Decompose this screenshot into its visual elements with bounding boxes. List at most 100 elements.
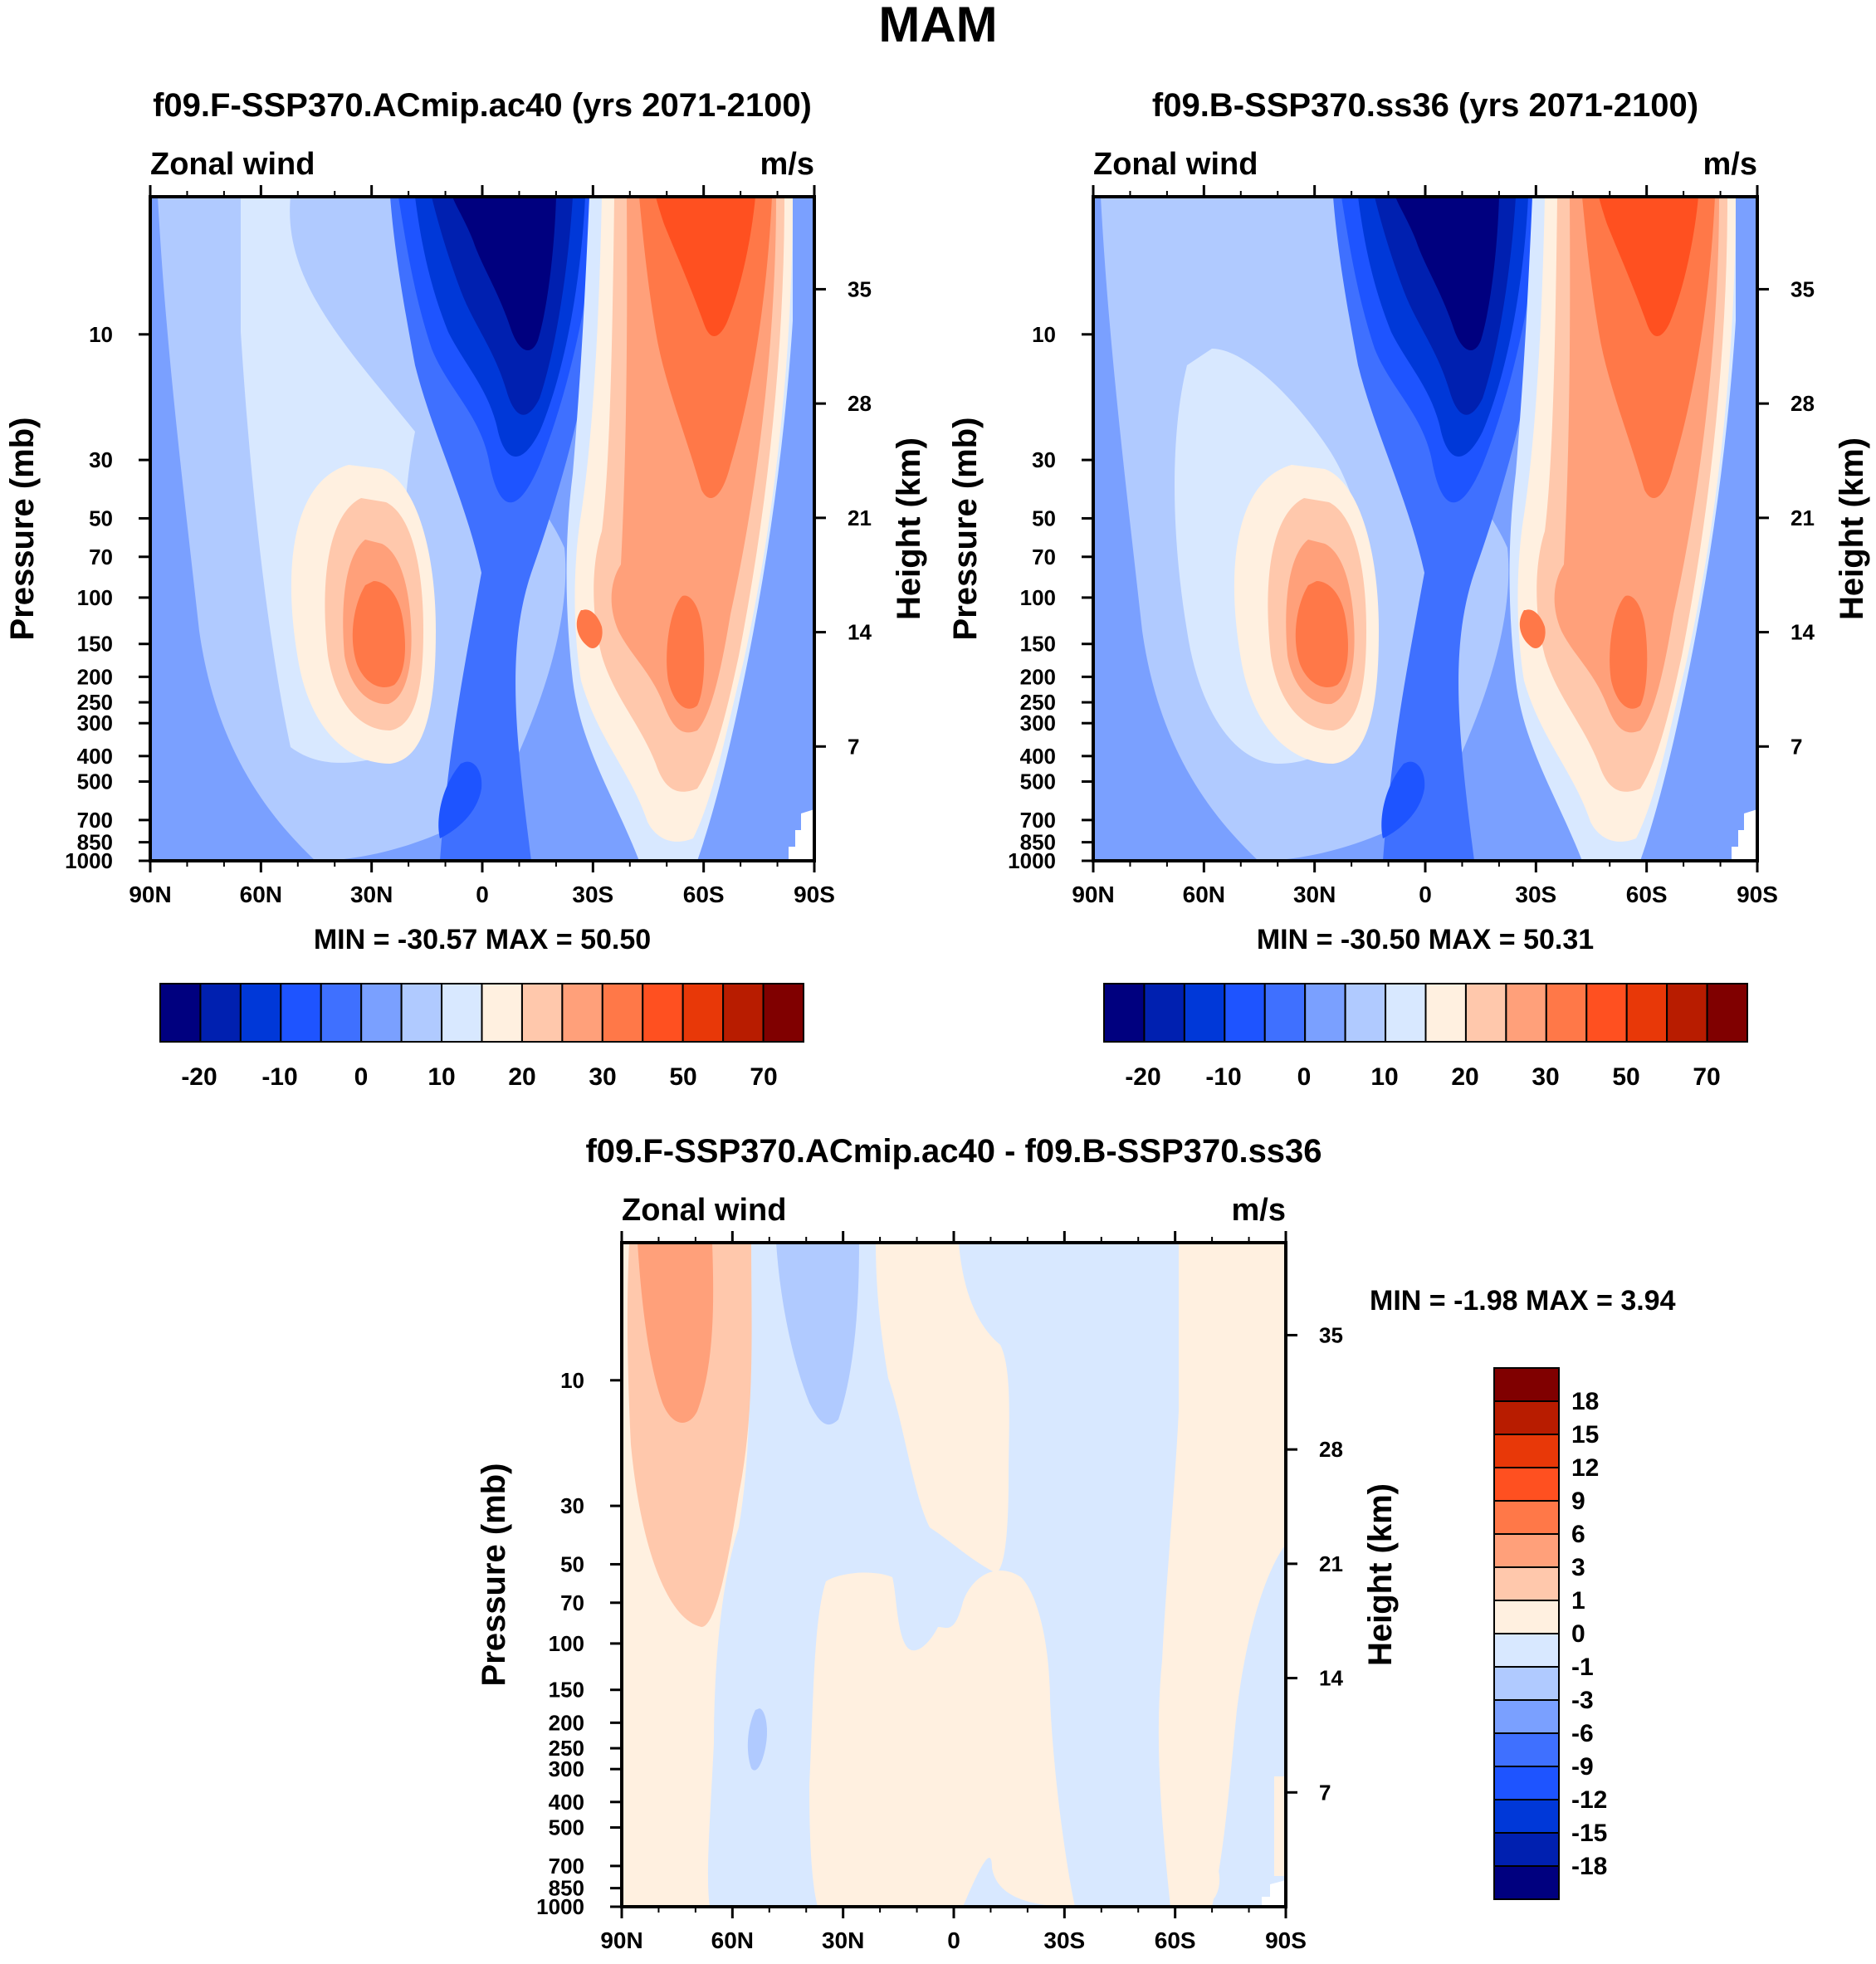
panel-a-y-tick-label: 400: [77, 744, 113, 769]
panel-b-x-tick-label: 90S: [1737, 882, 1778, 907]
panel-c-y-tick-label: 200: [549, 1710, 584, 1735]
panel-a-easterly-core: [452, 197, 556, 350]
panel-c-y-tick-label: 250: [549, 1736, 584, 1761]
panel-b-y-tick-label: 10: [1032, 322, 1056, 347]
panel-b-colorbar: -20 -10 0 10 20 30 50 70: [1103, 983, 1748, 1091]
panel-c-colorbar-label: -6: [1571, 1720, 1594, 1747]
panel-c-y-tick-label: 100: [549, 1631, 584, 1656]
panel-c-y-tick-label: 700: [549, 1854, 584, 1879]
panel-c-colorbar-swatch: [1493, 1633, 1560, 1668]
panel-a-y-tick-label: 1000: [65, 848, 113, 873]
panel-c-nh-negative-region: [776, 1243, 859, 1425]
panel-b-x-tick-label: 30N: [1293, 882, 1336, 907]
panel-c-colorbar-swatch: [1493, 1799, 1560, 1834]
panel-b-colorbar-swatch: [1424, 983, 1467, 1043]
panel-b-x-tick-label: 60S: [1626, 882, 1668, 907]
panel-c-y-tick-label: 300: [549, 1756, 584, 1781]
panel-c-colorbar-label: -15: [1571, 1820, 1607, 1847]
panel-c-height-tick-label: 14: [1319, 1666, 1343, 1691]
panel-c-missing-data: [1262, 1880, 1286, 1907]
panel-a-colorbar-label: 20: [508, 1063, 535, 1091]
panel-b-colorbar-swatch: [1143, 983, 1185, 1043]
panel-b-colorbar-label: -10: [1205, 1063, 1241, 1091]
panel-c-colorbar-swatch: [1493, 1699, 1560, 1734]
panel-c-ylabel: Pressure (mb): [476, 1463, 512, 1687]
panel-c-colorbar-label: 18: [1571, 1388, 1599, 1415]
panel-a-colorbar-swatch: [762, 983, 804, 1043]
panel-b-y-tick-label: 700: [1020, 808, 1056, 833]
panel-b-y-tick-label: 150: [1020, 632, 1056, 657]
panel-b-y-tick-label: 300: [1020, 711, 1056, 735]
panel-b-y-tick-label: 100: [1020, 585, 1056, 610]
panel-c-left-label: Zonal wind: [622, 1193, 786, 1228]
panel-b-colorbar-swatch: [1103, 983, 1146, 1043]
panel-b-colorbar-swatch: [1666, 983, 1708, 1043]
panel-b-colorbar-swatch: [1464, 983, 1507, 1043]
panel-b-x-tick-label: 90N: [1072, 882, 1114, 907]
panel-c-polar-lower-left-patch: [1202, 1859, 1220, 1901]
panel-b-colorbar-label: 10: [1370, 1063, 1398, 1091]
panel-b-y-tick-label: 200: [1020, 664, 1056, 689]
figure-title: MAM: [878, 0, 997, 52]
panel-b-sh-jet-lower: [1610, 595, 1648, 709]
panel-b-colorbar-swatch: [1304, 983, 1346, 1043]
panel-c-y-tick-label: 10: [560, 1368, 584, 1393]
panel-b-y-tick-label: 400: [1020, 744, 1056, 769]
panel-a-height-tick-label: 21: [848, 506, 872, 530]
panel-b-colorbar-label: 30: [1532, 1063, 1559, 1091]
panel-a-y-tick-label: 850: [77, 830, 113, 855]
panel-b-height-tick-label: 35: [1791, 276, 1815, 301]
panel-c-colorbar-label: 12: [1571, 1454, 1599, 1482]
panel-b-height-tick-label: 14: [1791, 620, 1815, 645]
panel-a-x-tick-label: 0: [476, 882, 489, 907]
panel-a-colorbar-swatch: [360, 983, 403, 1043]
panel-c-colorbar-swatch: [1493, 1865, 1560, 1900]
panel-b-y-tick-label: 30: [1032, 447, 1056, 472]
panel-c-colorbar-swatch: [1493, 1600, 1560, 1634]
panel-a-colorbar-swatch: [199, 983, 242, 1043]
panel-a-sh-jet-lower-left: [576, 609, 603, 648]
panel-b-units: m/s: [1703, 147, 1757, 182]
panel-c-x-tick-label: 30S: [1043, 1927, 1085, 1953]
panel-c-x-tick-label: 60N: [711, 1927, 754, 1953]
panel-c-y-tick-label: 50: [560, 1551, 584, 1576]
panel-c-small-negative-cell: [747, 1708, 768, 1771]
panel-b-colorbar-swatch: [1344, 983, 1387, 1043]
panel-a-colorbar-label: -10: [261, 1063, 297, 1091]
panel-a-y-tick-label: 700: [77, 808, 113, 833]
panel-a-colorbar-swatch: [239, 983, 282, 1043]
panel-a-colorbar-swatch: [520, 983, 564, 1043]
panel-a-x-tick-label: 90N: [129, 882, 171, 907]
panel-c-x-tick-label: 60S: [1155, 1927, 1196, 1953]
panel-c-colorbar-swatch: [1493, 1566, 1560, 1601]
panel-c-colorbar-swatch: [1493, 1367, 1560, 1402]
panel-b-y-tick-label: 70: [1032, 545, 1056, 569]
panel-a-y-tick-label: 30: [89, 447, 113, 472]
panel-c-height-tick-label: 28: [1319, 1437, 1343, 1462]
panel-b: f09.B-SSP370.ss36 (yrs 2071-2100) Zonal …: [947, 87, 1870, 1091]
panel-c-units: m/s: [1232, 1193, 1286, 1228]
panel-c-tropical-positive-lower: [809, 1570, 1075, 1907]
panel-a-y-tick-label: 70: [89, 545, 113, 569]
panel-c-colorbar-swatch: [1493, 1467, 1560, 1502]
panel-a-stats: MIN = -30.57 MAX = 50.50: [314, 924, 651, 955]
panel-b-colorbar-label: 20: [1451, 1063, 1478, 1091]
panel-b-ylabel-right: Height (km): [1834, 437, 1870, 620]
panel-a-x-tick-label: 60N: [240, 882, 282, 907]
panel-a-y-tick-label: 10: [89, 322, 113, 347]
panel-b-y-tick-label: 850: [1020, 830, 1056, 855]
panel-c-colorbar-swatch: [1493, 1832, 1560, 1867]
panel-c-y-tick-label: 400: [549, 1790, 584, 1815]
panel-a-colorbar-swatch: [481, 983, 523, 1043]
panel-c-colorbar-label: 6: [1571, 1521, 1585, 1548]
panel-b-ylabel: Pressure (mb): [947, 418, 984, 641]
panel-a-height-tick-label: 35: [848, 276, 872, 301]
panel-a-axes: 90N 60N 30N 0 30S 60S 90S103050701001502002503…: [65, 185, 872, 907]
panel-c-colorbar-swatch: [1493, 1533, 1560, 1568]
panel-c-colorbar: 18 15 12 9 6 3 1 0 -1 -3 -6 -9 -12 -15 -18: [1493, 1367, 1607, 1900]
panel-c-colorbar-swatch: [1493, 1434, 1560, 1468]
panel-a-colorbar-label: 30: [589, 1063, 616, 1091]
panel-a-contour-field: [150, 197, 814, 861]
panel-b-contour-field: [1093, 197, 1757, 861]
panel-b-height-tick-label: 28: [1791, 391, 1815, 416]
